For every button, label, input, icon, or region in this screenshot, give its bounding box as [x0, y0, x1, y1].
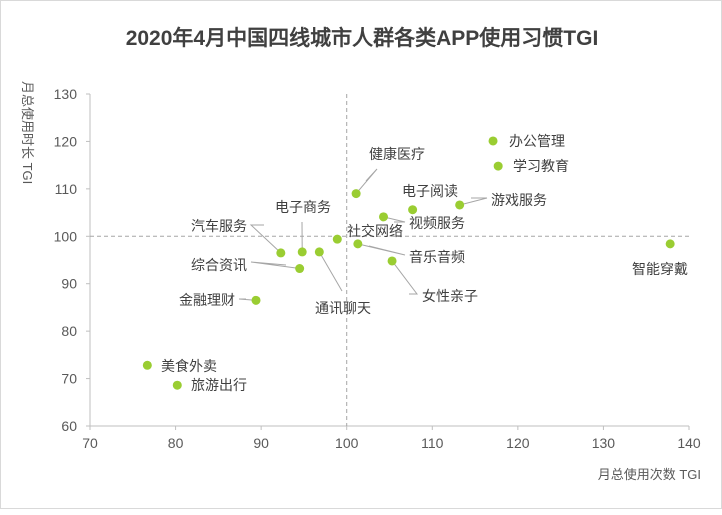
x-tick-label: 130	[592, 435, 616, 451]
data-point	[252, 296, 261, 305]
y-tick-label: 110	[55, 181, 78, 197]
data-label: 女性亲子	[422, 288, 478, 304]
y-tick-label: 70	[61, 371, 77, 387]
leader-line	[251, 262, 300, 269]
data-label: 美食外卖	[161, 358, 217, 374]
leader-line	[358, 244, 405, 255]
data-point	[295, 264, 304, 273]
data-label: 电子商务	[275, 199, 331, 215]
data-label: 学习教育	[513, 158, 569, 174]
x-tick-label: 90	[253, 435, 269, 451]
y-tick-label: 100	[54, 228, 78, 244]
data-point	[333, 235, 342, 244]
data-label: 旅游出行	[191, 377, 247, 393]
x-tick-label: 70	[82, 435, 98, 451]
data-label: 智能穿戴	[632, 261, 688, 277]
y-tick-label: 130	[54, 86, 78, 102]
data-label: 社交网络	[347, 223, 403, 239]
y-axis-label: 月总使用时长 TGI	[20, 81, 35, 184]
data-point	[388, 256, 397, 265]
data-point	[666, 239, 675, 248]
data-point	[379, 212, 388, 221]
data-label: 电子阅读	[402, 183, 458, 199]
data-point	[276, 248, 285, 257]
x-tick-label: 100	[335, 435, 359, 451]
leader-line	[319, 252, 342, 291]
y-tick-label: 80	[61, 323, 77, 339]
data-label: 游戏服务	[491, 192, 547, 208]
data-label: 金融理财	[179, 292, 235, 308]
data-point	[489, 136, 498, 145]
x-tick-label: 110	[421, 435, 444, 451]
chart-title: 2020年4月中国四线城市人群各类APP使用习惯TGI	[126, 26, 599, 50]
data-point	[173, 381, 182, 390]
data-point	[298, 247, 307, 256]
data-point	[353, 239, 362, 248]
data-label: 综合资讯	[191, 257, 247, 273]
data-label: 音乐音频	[409, 249, 465, 265]
data-label: 通讯聊天	[315, 300, 371, 316]
data-point	[408, 205, 417, 214]
x-tick-label: 120	[506, 435, 530, 451]
data-point	[455, 200, 464, 209]
x-tick-label: 80	[168, 435, 184, 451]
data-point	[494, 162, 503, 171]
data-point	[352, 189, 361, 198]
data-label: 办公管理	[509, 133, 565, 149]
x-tick-label: 140	[677, 435, 701, 451]
leader-line	[251, 225, 281, 253]
leader-line	[356, 169, 377, 194]
data-point	[315, 247, 324, 256]
data-label: 视频服务	[409, 215, 465, 231]
y-tick-label: 120	[54, 133, 78, 149]
data-point	[143, 361, 152, 370]
data-label: 健康医疗	[369, 146, 425, 162]
x-axis-label: 月总使用次数 TGI	[598, 467, 701, 482]
leader-line	[392, 261, 417, 294]
data-label: 汽车服务	[191, 218, 247, 234]
y-tick-label: 60	[61, 418, 77, 434]
y-tick-label: 90	[61, 276, 77, 292]
